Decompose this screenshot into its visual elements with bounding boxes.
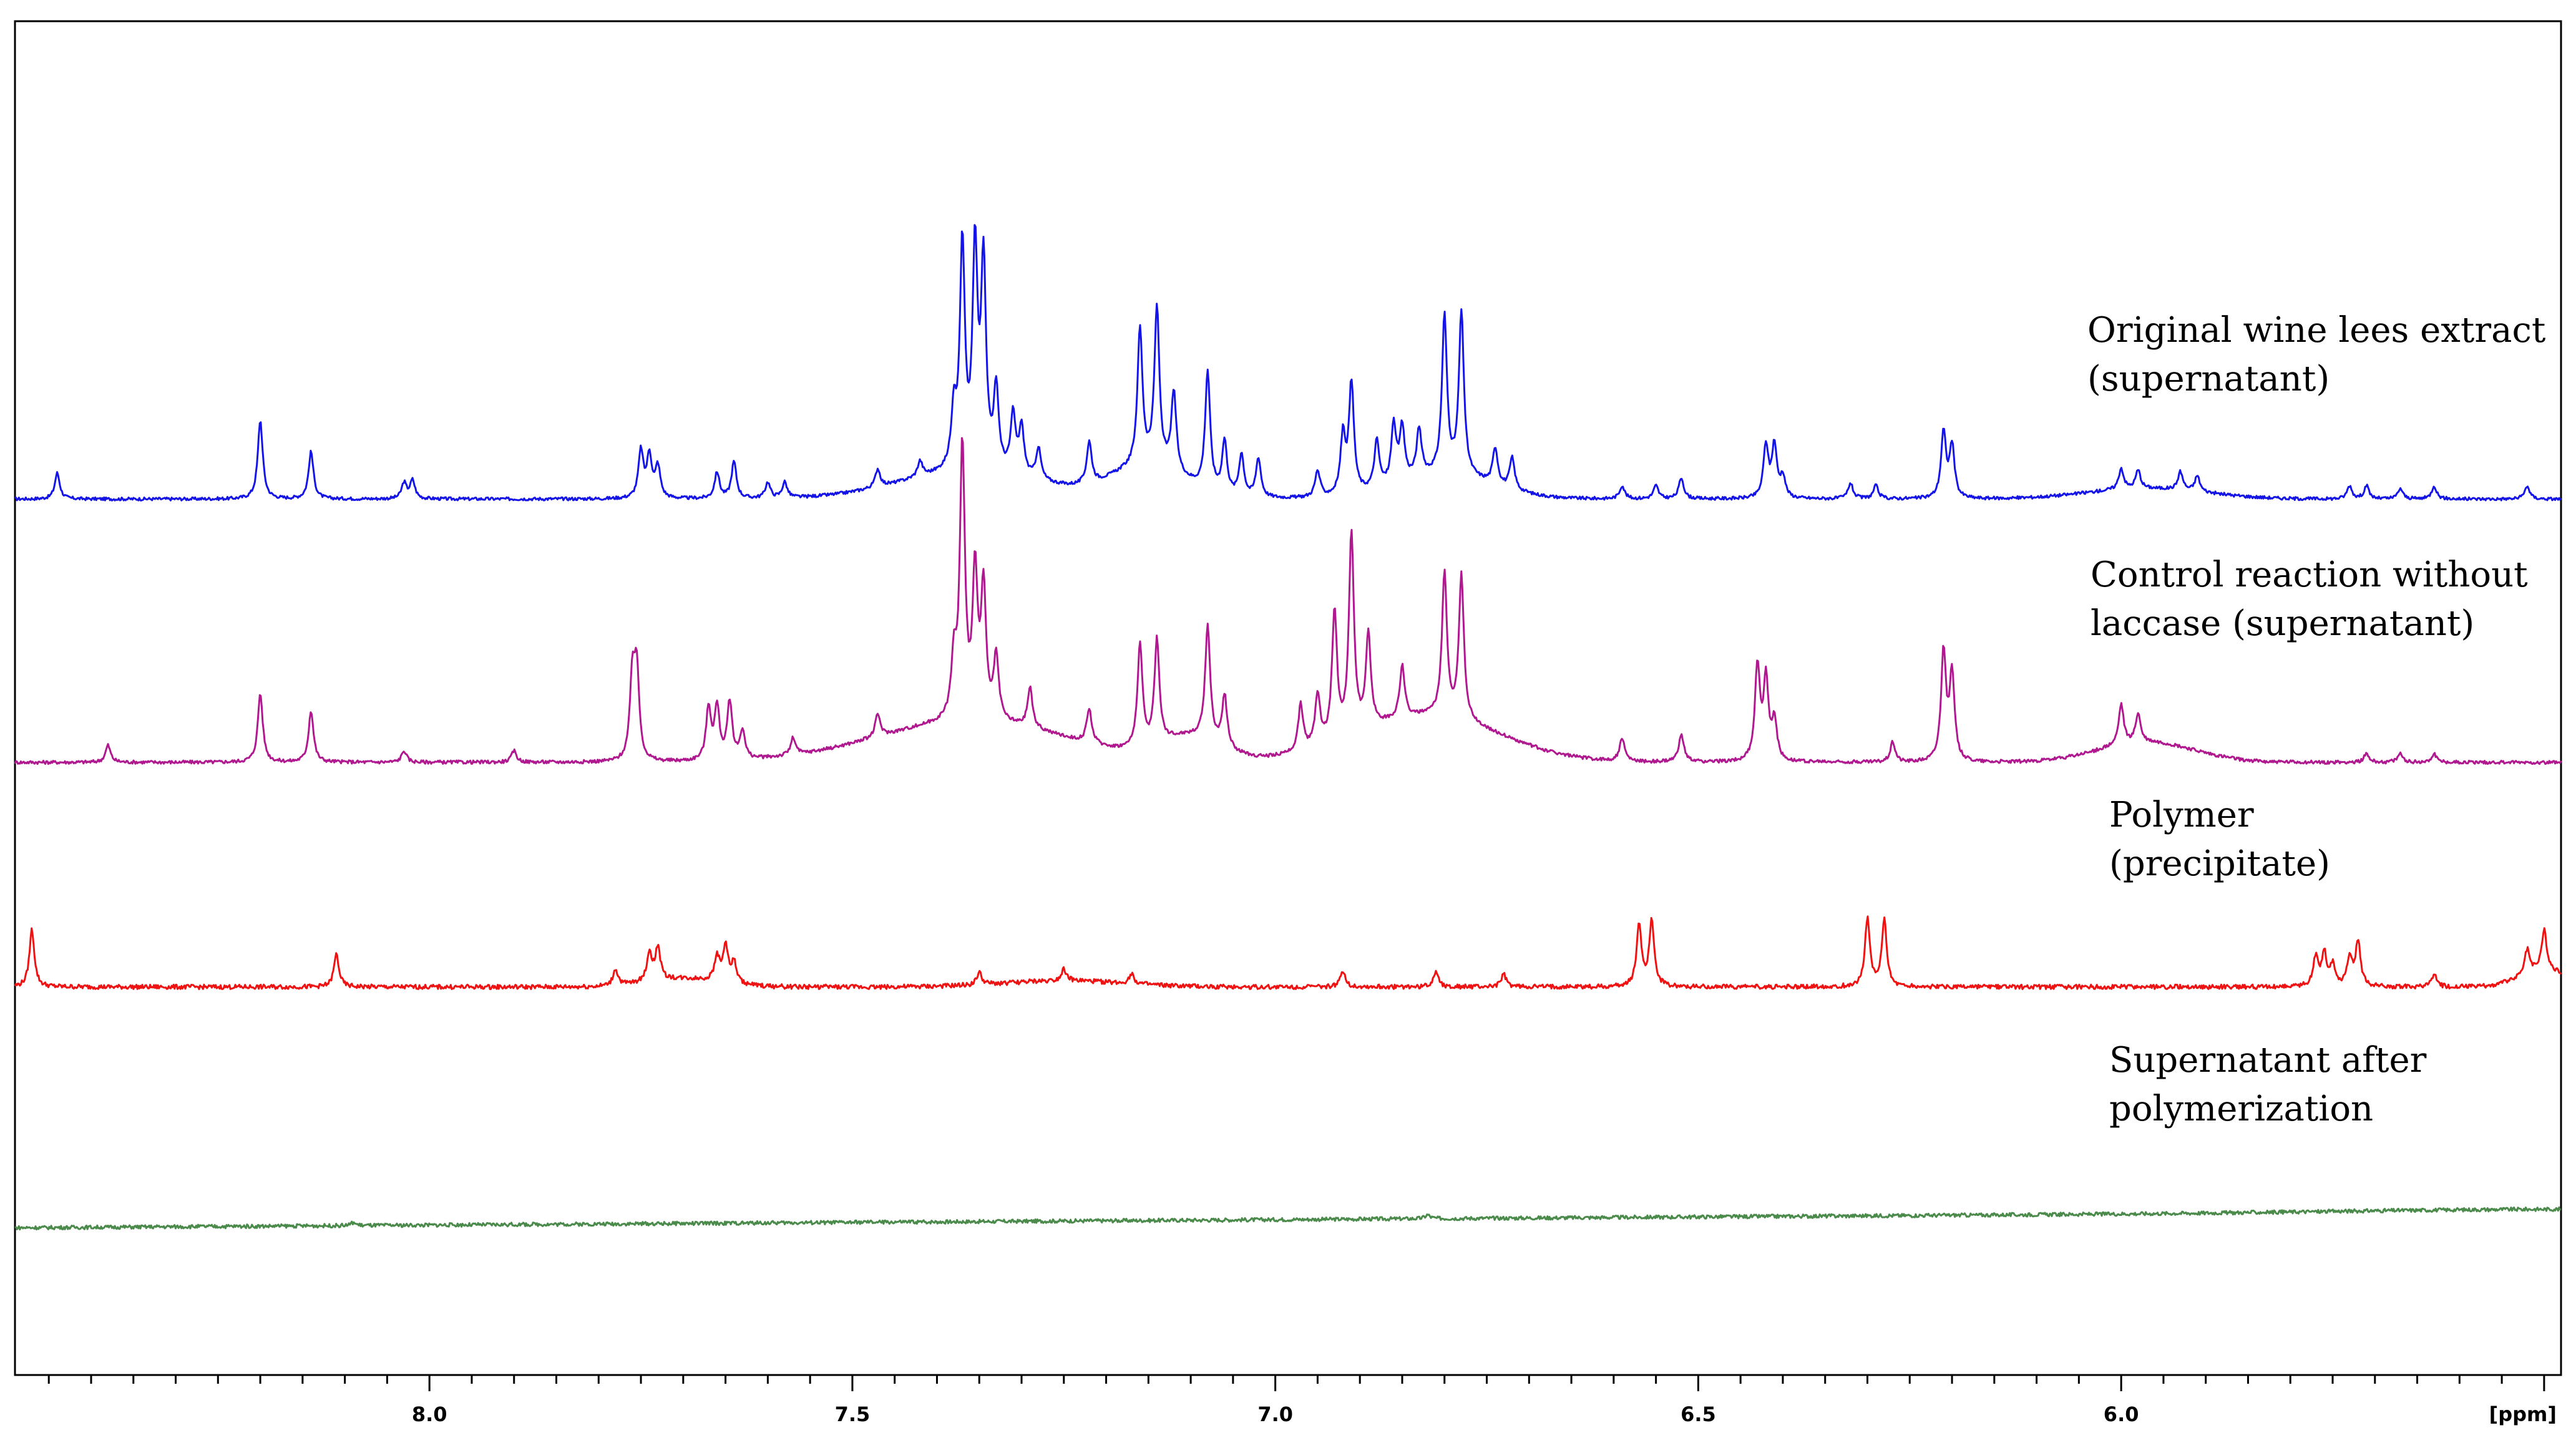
series-label-3-line-1: Polymer — [2109, 795, 2254, 835]
x-axis: 8.0 7.5 7.0 6.5 6.0 — [47, 1375, 2545, 1426]
series-label-1-line-1: Original wine lees extract — [2087, 310, 2546, 351]
spectrum-line-1 — [14, 224, 2562, 502]
series-label-1-line-2: (supernatant) — [2087, 359, 2330, 399]
x-tick-label: 6.5 — [1681, 1402, 1716, 1426]
series-label-3-line-2: (precipitate) — [2109, 843, 2330, 884]
x-tick-label: 6.0 — [2104, 1402, 2139, 1426]
series-label-4-line-1: Supernatant after — [2109, 1040, 2427, 1081]
series-label-2-line-2: laccase (supernatant) — [2091, 603, 2474, 644]
series-label-2-line-1: Control reaction without — [2091, 555, 2528, 595]
spectrum-line-3 — [14, 915, 2562, 990]
plot-frame — [14, 20, 2562, 1376]
x-axis-unit-label: [ppm] — [2489, 1402, 2557, 1426]
x-tick-label: 7.0 — [1257, 1402, 1293, 1426]
x-tick-label: 8.0 — [412, 1402, 447, 1426]
spectrum-line-2 — [14, 437, 2562, 765]
x-tick-label: 7.5 — [835, 1402, 871, 1426]
spectrum-line-4 — [14, 1206, 2562, 1231]
spectra-group — [14, 224, 2562, 1231]
series-labels-group: Original wine lees extract (supernatant) C… — [2087, 310, 2546, 1129]
series-label-4-line-2: polymerization — [2109, 1089, 2373, 1129]
